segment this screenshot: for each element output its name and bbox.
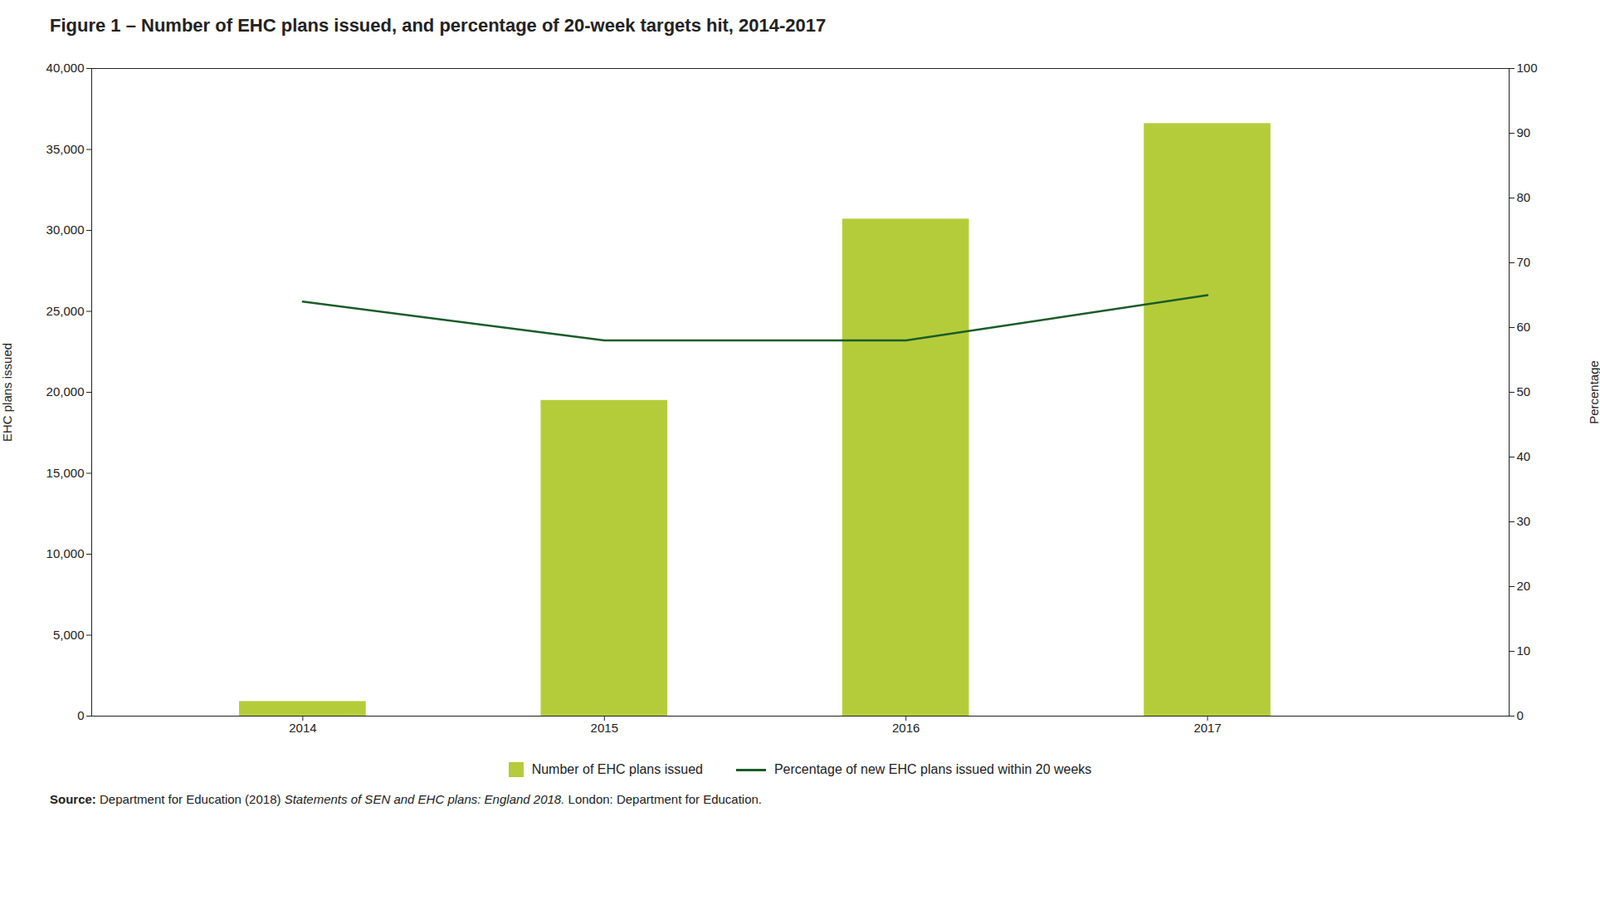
svg-text:40: 40 [1517, 448, 1532, 464]
svg-text:80: 80 [1517, 190, 1532, 205]
svg-text:2017: 2017 [1193, 720, 1221, 735]
svg-text:25,000: 25,000 [46, 303, 85, 318]
svg-text:50: 50 [1517, 384, 1532, 399]
svg-text:15,000: 15,000 [46, 465, 85, 480]
svg-text:2014: 2014 [288, 720, 317, 735]
svg-text:20: 20 [1517, 578, 1532, 593]
svg-text:EHC plans issued: EHC plans issued [0, 342, 15, 442]
svg-text:100: 100 [1517, 60, 1538, 75]
svg-text:Percentage: Percentage [1586, 360, 1600, 425]
svg-text:10: 10 [1517, 643, 1532, 658]
svg-text:40,000: 40,000 [46, 60, 85, 75]
svg-text:60: 60 [1517, 319, 1532, 334]
html-text:Percentage of new EHC plans is: Percentage of new EHC plans issued withi… [774, 761, 1092, 776]
svg-text:90: 90 [1517, 125, 1532, 140]
svg-text:2015: 2015 [590, 720, 619, 735]
html-text:Source: Department for Educati: Source: Department for Education (2018) … [49, 791, 762, 806]
svg-text:0: 0 [77, 707, 84, 722]
svg-text:0: 0 [1517, 707, 1524, 722]
svg-text:20,000: 20,000 [46, 384, 85, 399]
svg-text:30: 30 [1517, 513, 1532, 528]
svg-text:10,000: 10,000 [46, 546, 85, 561]
svg-text:35,000: 35,000 [46, 141, 85, 157]
html-text:Number of EHC plans issued: Number of EHC plans issued [531, 761, 703, 776]
svg-text:2016: 2016 [892, 720, 920, 735]
html-text:Figure 1 – Number of EHC plans: Figure 1 – Number of EHC plans issued, a… [49, 14, 826, 36]
svg-text:30,000: 30,000 [46, 222, 85, 237]
svg-text:5,000: 5,000 [53, 627, 85, 642]
svg-text:70: 70 [1517, 254, 1532, 269]
